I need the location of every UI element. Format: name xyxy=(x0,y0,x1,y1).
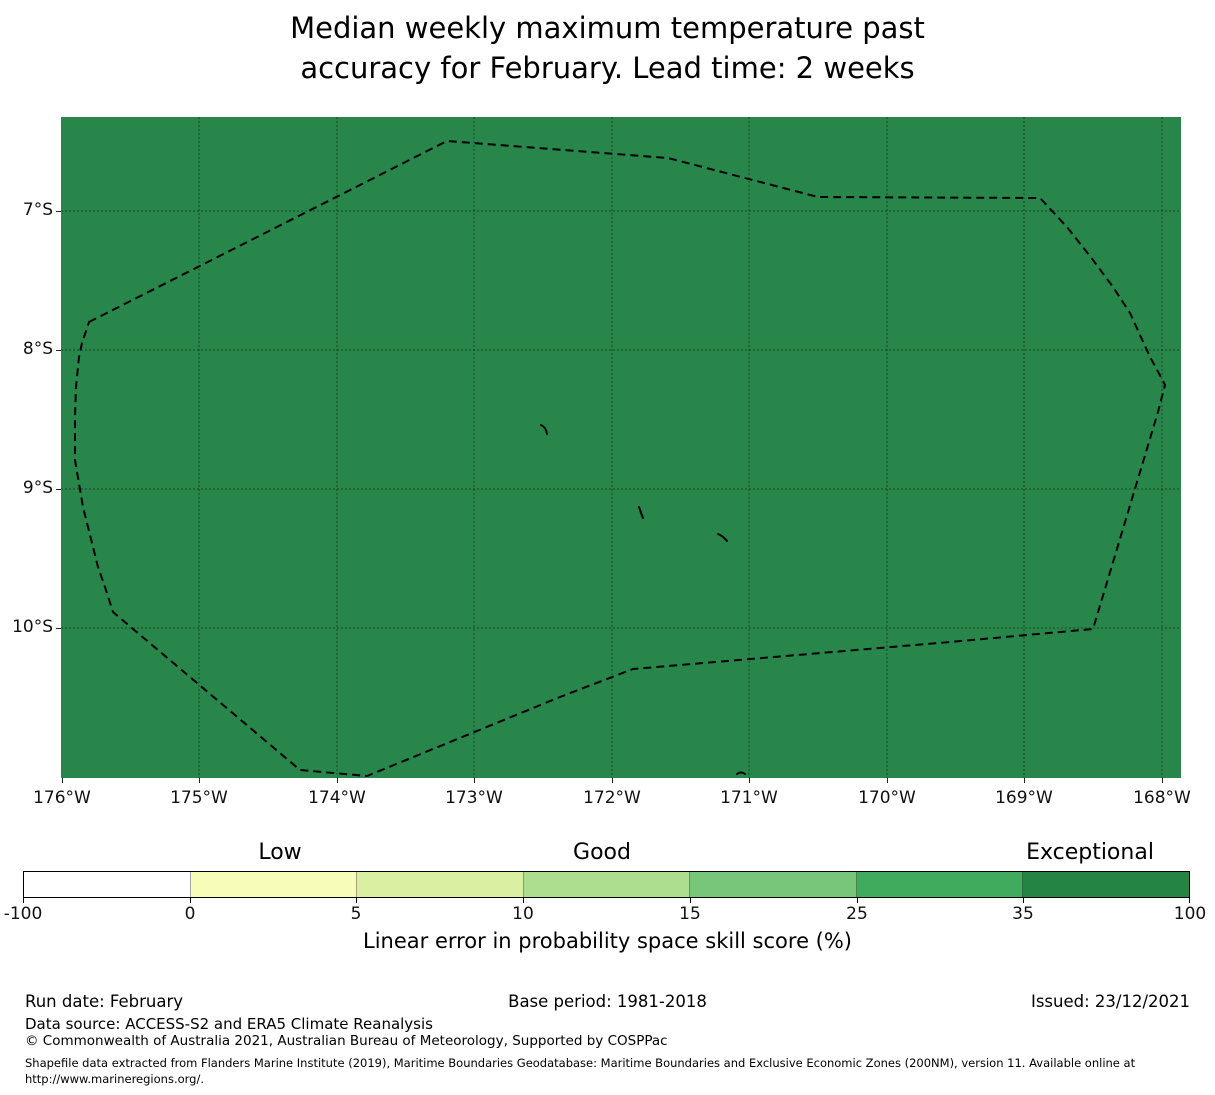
island-mark xyxy=(638,506,644,519)
colorbar-tick-label: 0 xyxy=(184,904,196,924)
island-mark xyxy=(717,533,728,542)
colorbar-tick-mark xyxy=(690,898,691,903)
map-area xyxy=(61,117,1181,778)
colorbar-tick-label: -100 xyxy=(3,904,43,924)
x-tick-mark xyxy=(337,778,338,783)
shapefile-attribution-line-1: Shapefile data extracted from Flanders M… xyxy=(25,1056,1136,1070)
y-tick-label: 10°S xyxy=(12,617,53,637)
y-tick-mark xyxy=(56,350,61,351)
colorbar-segment xyxy=(1023,872,1190,897)
colorbar-caption: Linear error in probability space skill … xyxy=(363,929,852,953)
y-tick-mark xyxy=(56,628,61,629)
x-tick-mark xyxy=(887,778,888,783)
shapefile-attribution-line-2: http://www.marineregions.org/. xyxy=(25,1072,204,1086)
island-mark xyxy=(540,424,548,435)
x-tick-mark xyxy=(749,778,750,783)
colorbar-tick-mark xyxy=(356,898,357,903)
colorbar-segment xyxy=(523,872,691,897)
colorbar-segment xyxy=(357,872,524,897)
x-tick-label: 172°W xyxy=(583,788,641,808)
x-tick-label: 171°W xyxy=(720,788,778,808)
x-tick-label: 168°W xyxy=(1133,788,1191,808)
x-tick-label: 176°W xyxy=(33,788,91,808)
colorbar-segment xyxy=(24,872,191,897)
colorbar-category-exceptional: Exceptional xyxy=(1026,840,1154,865)
colorbar-tick-mark xyxy=(190,898,191,903)
title-line-1: Median weekly maximum temperature past xyxy=(290,11,925,45)
grid-lines xyxy=(61,117,1181,778)
colorbar-tick-mark xyxy=(23,898,24,903)
x-tick-mark xyxy=(1024,778,1025,783)
y-tick-mark xyxy=(56,489,61,490)
colorbar-tick-label: 5 xyxy=(350,904,362,924)
y-tick-mark xyxy=(56,211,61,212)
colorbar-tick-label: 10 xyxy=(512,904,534,924)
colorbar-tick-label: 100 xyxy=(1173,904,1207,924)
colorbar-category-good: Good xyxy=(573,840,631,865)
colorbar-tick-mark xyxy=(1189,898,1190,903)
colorbar-category-low: Low xyxy=(258,840,302,865)
x-tick-mark xyxy=(474,778,475,783)
colorbar-tick-mark xyxy=(857,898,858,903)
x-tick-mark xyxy=(199,778,200,783)
y-tick-label: 7°S xyxy=(22,200,53,220)
x-tick-mark xyxy=(612,778,613,783)
colorbar-segment xyxy=(190,872,358,897)
x-tick-label: 169°W xyxy=(995,788,1053,808)
colorbar-tick-label: 15 xyxy=(679,904,701,924)
colorbar-tick-label: 35 xyxy=(1012,904,1034,924)
colorbar-segment xyxy=(690,872,857,897)
run-date-text: Run date: February xyxy=(25,992,184,1011)
x-tick-mark xyxy=(62,778,63,783)
eez-boundary-dashed xyxy=(74,140,1166,777)
colorbar-tick-mark xyxy=(1023,898,1024,903)
x-tick-mark xyxy=(1162,778,1163,783)
colorbar-segment xyxy=(856,872,1024,897)
x-tick-label: 174°W xyxy=(308,788,366,808)
figure-title: Median weekly maximum temperature past a… xyxy=(0,8,1215,88)
colorbar xyxy=(23,871,1190,898)
x-tick-label: 173°W xyxy=(445,788,503,808)
y-tick-label: 8°S xyxy=(22,339,53,359)
data-source-text: Data source: ACCESS-S2 and ERA5 Climate … xyxy=(25,1015,433,1033)
island-mark xyxy=(736,771,746,775)
x-tick-label: 170°W xyxy=(858,788,916,808)
x-tick-label: 175°W xyxy=(170,788,228,808)
y-tick-label: 9°S xyxy=(22,478,53,498)
map-overlay xyxy=(61,117,1181,778)
copyright-text: © Commonwealth of Australia 2021, Austra… xyxy=(25,1033,668,1049)
base-period-text: Base period: 1981-2018 xyxy=(508,992,707,1011)
colorbar-tick-label: 25 xyxy=(846,904,868,924)
title-line-2: accuracy for February. Lead time: 2 week… xyxy=(300,51,915,85)
colorbar-tick-mark xyxy=(523,898,524,903)
issued-date-text: Issued: 23/12/2021 xyxy=(1030,992,1190,1011)
